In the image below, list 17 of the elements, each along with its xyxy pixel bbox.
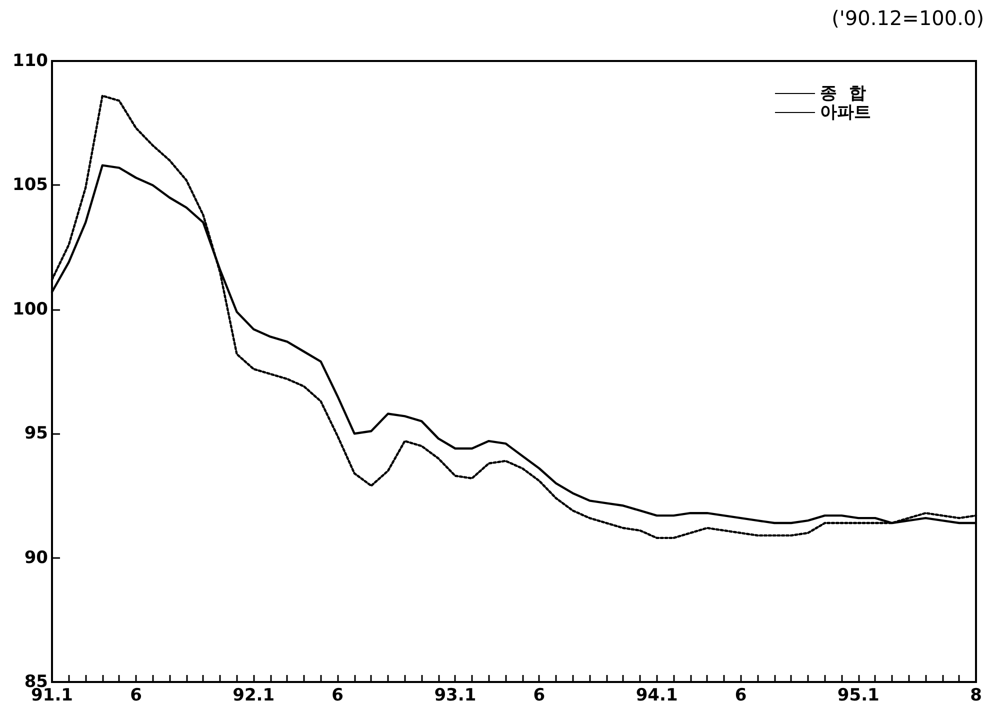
x-tick-label: 8: [970, 686, 982, 706]
y-tick-label: 95: [24, 424, 48, 444]
x-tick-label: 93.1: [434, 686, 476, 706]
x-tick-label: 6: [734, 686, 747, 706]
x-tick-label: 92.1: [232, 686, 275, 706]
legend-label: 종 합: [820, 84, 866, 104]
y-tick-label: 100: [12, 299, 48, 320]
x-tick-label: 6: [332, 686, 344, 706]
legend-label: 아파트: [820, 102, 871, 122]
y-tick-label: 90: [24, 548, 48, 568]
text: ('90.12=100.0): [832, 6, 984, 30]
x-tick-label: 94.1: [636, 686, 678, 706]
x-tick-label: 6: [130, 686, 142, 706]
y-tick-label: 105: [12, 175, 48, 196]
x-tick-label: 6: [533, 686, 546, 706]
x-tick-label: 95.1: [837, 686, 880, 706]
y-tick-label: 110: [12, 51, 48, 71]
